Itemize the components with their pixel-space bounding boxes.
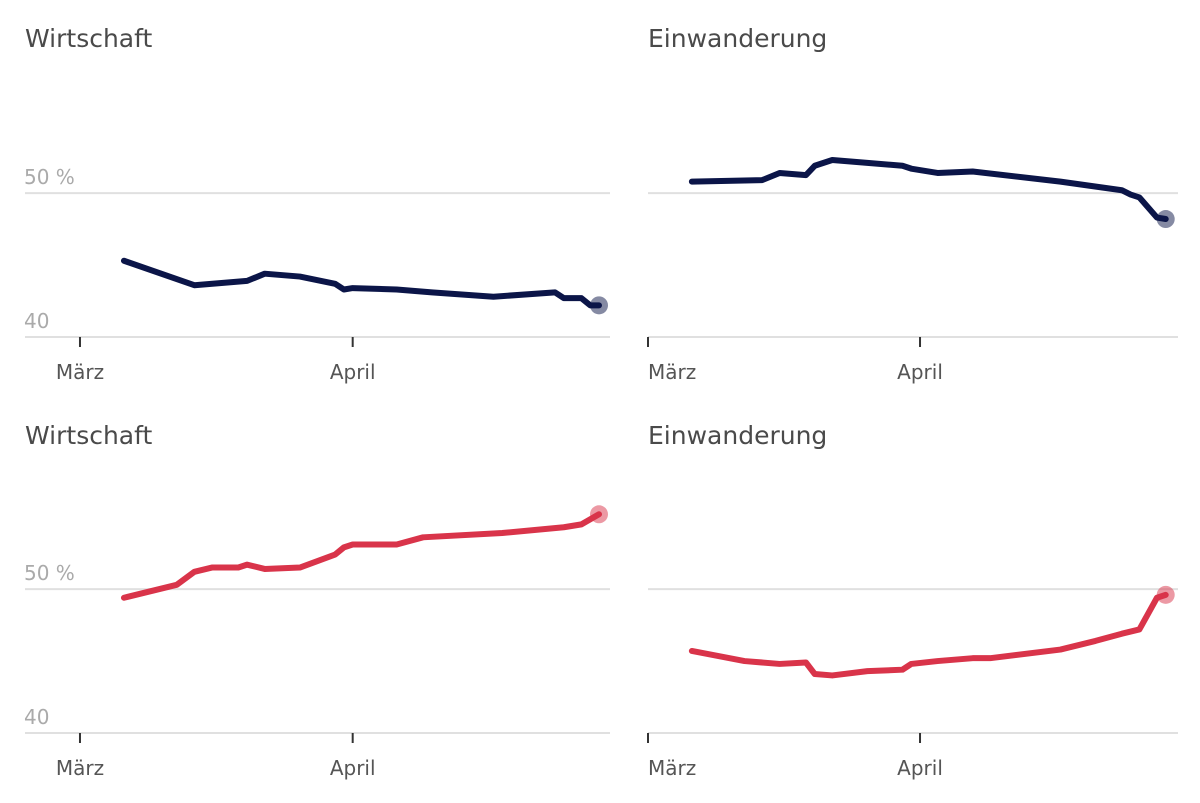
panel-title: Wirtschaft (25, 421, 152, 450)
panel-title: Wirtschaft (25, 24, 152, 53)
end-marker (590, 296, 609, 315)
y-tick-label: 40 (24, 309, 49, 333)
x-tick-label: April (897, 360, 943, 384)
end-marker (1156, 585, 1175, 604)
x-tick-label: März (648, 756, 696, 780)
y-tick-label: 50 % (24, 561, 75, 585)
data-line (120, 257, 603, 309)
x-tick-label: April (330, 756, 376, 780)
x-tick-label: April (330, 360, 376, 384)
x-tick-label: März (56, 756, 104, 780)
panel-title: Einwanderung (648, 24, 827, 53)
data-line (688, 591, 1169, 679)
data-line (688, 157, 1169, 223)
end-marker (1156, 210, 1175, 229)
data-line (120, 511, 603, 601)
x-tick-label: März (56, 360, 104, 384)
y-tick-label: 50 % (24, 165, 75, 189)
panel-title: Einwanderung (648, 421, 827, 450)
y-tick-label: 40 (24, 705, 49, 729)
end-marker (590, 505, 609, 524)
x-tick-label: März (648, 360, 696, 384)
x-tick-label: April (897, 756, 943, 780)
